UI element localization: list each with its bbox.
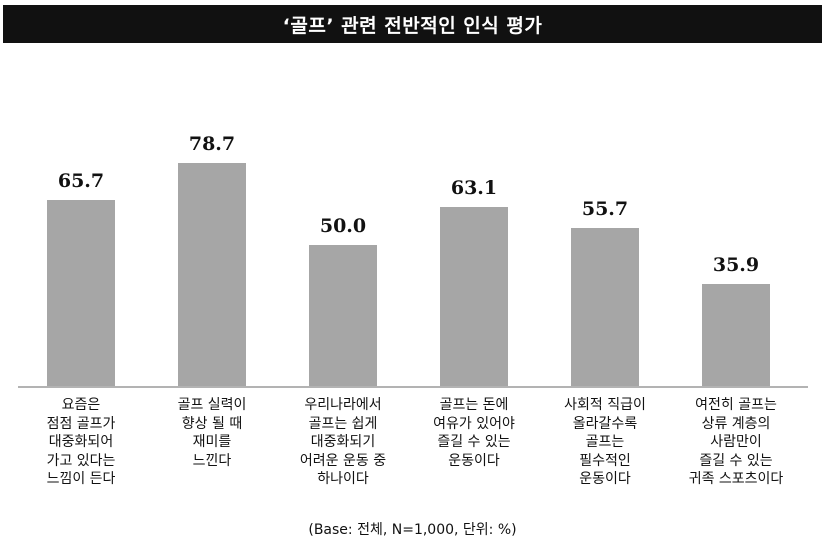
value-label-6: 35.9 bbox=[712, 254, 760, 277]
bar-3 bbox=[309, 244, 377, 386]
category-label-line: 향상 될 때 bbox=[181, 415, 243, 432]
category-label-line: 대중화되기 bbox=[310, 434, 376, 450]
category-label-line: 올라갈수록 bbox=[572, 415, 638, 432]
x-axis-baseline bbox=[18, 386, 808, 388]
category-label-line: 운동이다 bbox=[579, 471, 631, 487]
value-label-4: 63.1 bbox=[450, 177, 498, 200]
bar-5 bbox=[571, 228, 639, 386]
category-label-line: 대중화되어 bbox=[48, 434, 114, 450]
category-label-line: 운동이다 bbox=[448, 452, 500, 469]
category-label-line: 사람만이 bbox=[710, 434, 762, 450]
base-note: (Base: 전체, N=1,000, 단위: %) bbox=[308, 522, 517, 538]
category-label-line: 재미를 bbox=[192, 434, 232, 450]
bar-1 bbox=[47, 200, 115, 386]
category-label-line: 골프는 돈에 bbox=[439, 397, 509, 413]
category-label-line: 하나이다 bbox=[317, 471, 369, 487]
category-label-line: 골프 실력이 bbox=[177, 397, 247, 413]
value-label-2: 78.7 bbox=[188, 133, 236, 156]
category-label-line: 즐길 수 있는 bbox=[437, 434, 511, 450]
category-label-line: 느낀다 bbox=[192, 452, 232, 469]
value-label-1: 65.7 bbox=[57, 170, 105, 193]
category-label-line: 사회적 직급이 bbox=[564, 397, 646, 413]
category-label-line: 우리나라에서 bbox=[304, 397, 382, 413]
category-label-line: 요즘은 bbox=[61, 397, 101, 413]
chart-title-bar: ‘골프’ 관련 전반적인 인식 평가 bbox=[3, 5, 822, 43]
category-label-line: 어려운 운동 중 bbox=[299, 452, 387, 469]
category-label-line: 상류 계층의 bbox=[701, 415, 771, 432]
category-label-line: 가고 있다는 bbox=[46, 452, 116, 469]
category-label-line: 귀족 스포츠이다 bbox=[688, 471, 784, 487]
category-label-line: 여유가 있어야 bbox=[433, 415, 515, 432]
category-label-line: 골프는 bbox=[585, 434, 625, 450]
category-label-line: 즐길 수 있는 bbox=[699, 452, 773, 469]
bar-4 bbox=[440, 207, 508, 386]
bar-2 bbox=[178, 163, 246, 386]
chart-title: ‘골프’ 관련 전반적인 인식 평가 bbox=[282, 14, 543, 37]
value-label-5: 55.7 bbox=[581, 198, 629, 221]
category-label-line: 필수적인 bbox=[579, 452, 631, 469]
bar-6 bbox=[702, 284, 770, 386]
category-label-line: 느낌이 든다 bbox=[46, 471, 116, 487]
category-label-line: 점점 골프가 bbox=[46, 415, 116, 432]
value-label-3: 50.0 bbox=[319, 214, 367, 237]
category-label-line: 여전히 골프는 bbox=[695, 397, 777, 413]
category-label-line: 골프는 쉽게 bbox=[308, 415, 378, 432]
